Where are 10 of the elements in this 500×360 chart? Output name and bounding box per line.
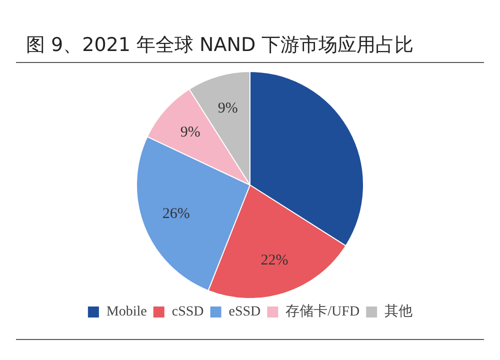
legend-label: eSSD (228, 304, 261, 320)
legend-label: Mobile (106, 304, 147, 320)
legend-label: 存储卡/UFD (286, 304, 360, 320)
data-label: 9% (180, 124, 200, 140)
legend-label: 其他 (384, 304, 413, 320)
data-label: 22% (260, 252, 288, 268)
legend-label: cSSD (172, 304, 204, 320)
data-label: 26% (162, 206, 190, 222)
data-label: 9% (218, 100, 238, 117)
chart-title: 图 9、2021 年全球 NAND 下游市场应用占比 (25, 33, 415, 58)
